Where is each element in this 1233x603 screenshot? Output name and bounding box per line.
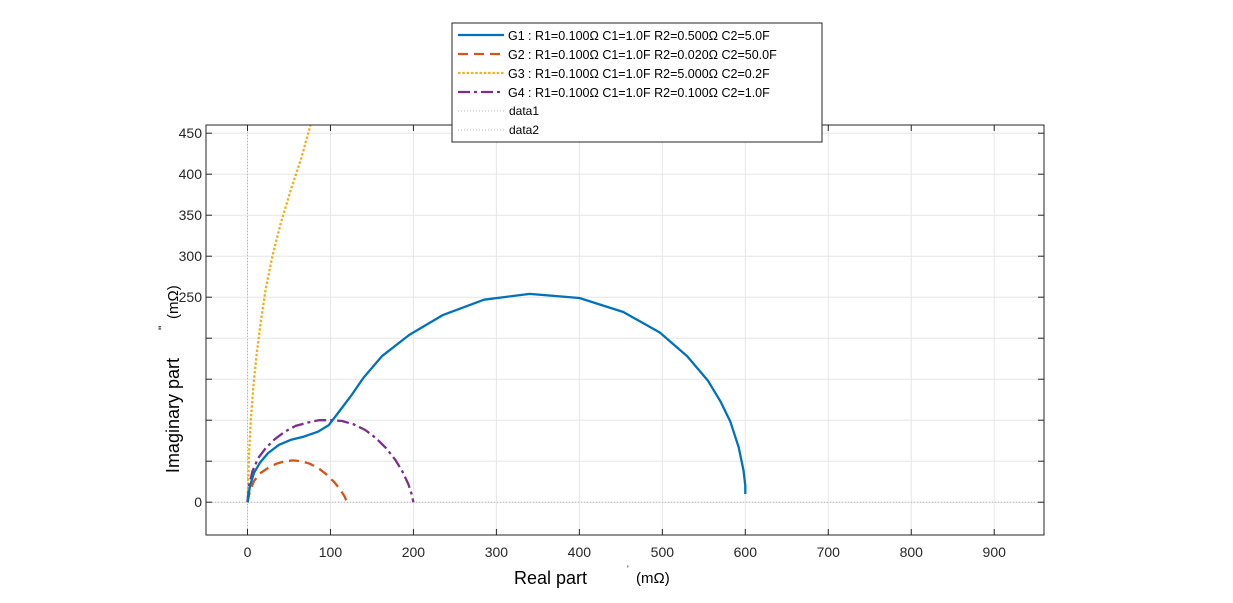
legend-box [451, 22, 823, 143]
y-tick-label: 450 [179, 125, 203, 141]
x-tick-label: 900 [983, 544, 1007, 560]
x-tick-label: 700 [817, 544, 841, 560]
x-axis-unit: (mΩ) [636, 570, 670, 587]
series-g4-line [246, 419, 415, 503]
legend-label-g4: G4 [508, 86, 525, 100]
legend: G1: R1=0.100Ω C1=1.0F R2=0.500Ω C2=5.0FG… [451, 22, 823, 143]
y-tick-label: 300 [179, 248, 203, 264]
legend-label-data2: data2 [509, 123, 539, 137]
legend-params-g3: : R1=0.100Ω C1=1.0F R2=5.000Ω C2=0.2F [528, 67, 770, 81]
y-tick-label: 250 [179, 289, 203, 305]
x-tick-label: 100 [319, 544, 343, 560]
series-g2-line [246, 459, 349, 503]
x-tick-label: 500 [651, 544, 675, 560]
x-tick-label: 200 [402, 544, 426, 560]
legend-params-g2: : R1=0.100Ω C1=1.0F R2=0.020Ω C2=50.0F [528, 48, 777, 62]
y-tick-label: 350 [179, 207, 203, 223]
series-layer [206, 124, 1044, 535]
legend-label-g3: G3 [508, 67, 525, 81]
x-axis-label: Real part [514, 568, 587, 588]
legend-params-g4: : R1=0.100Ω C1=1.0F R2=0.100Ω C2=1.0F [528, 86, 770, 100]
y-axis-label-mark: " [156, 326, 170, 330]
x-tick-label: 400 [568, 544, 592, 560]
series-g1-line [246, 292, 747, 503]
x-tick-label: 600 [734, 544, 758, 560]
legend-params-g1: : R1=0.100Ω C1=1.0F R2=0.500Ω C2=5.0F [528, 29, 770, 43]
x-tick-label: 0 [244, 544, 252, 560]
legend-label-g1: G1 [508, 29, 525, 43]
y-axis-label: Imaginary part [163, 358, 183, 473]
x-tick-label: 800 [900, 544, 924, 560]
grid-lines [206, 125, 1044, 535]
y-tick-label: 400 [179, 166, 203, 182]
series-g3-line [246, 124, 312, 503]
x-tick-label: 300 [485, 544, 509, 560]
axis-ticks: 0 100 200 300 400 500 600 700 800 900 0 250 300 350 40… [179, 125, 1044, 560]
y-tick-label: 0 [194, 494, 202, 510]
x-axis-label-mark: ' [627, 564, 629, 574]
legend-label-g2: G2 [508, 48, 525, 62]
legend-label-data1: data1 [509, 104, 539, 118]
plot-area [206, 125, 1044, 535]
y-axis-unit: (mΩ) [165, 285, 182, 319]
